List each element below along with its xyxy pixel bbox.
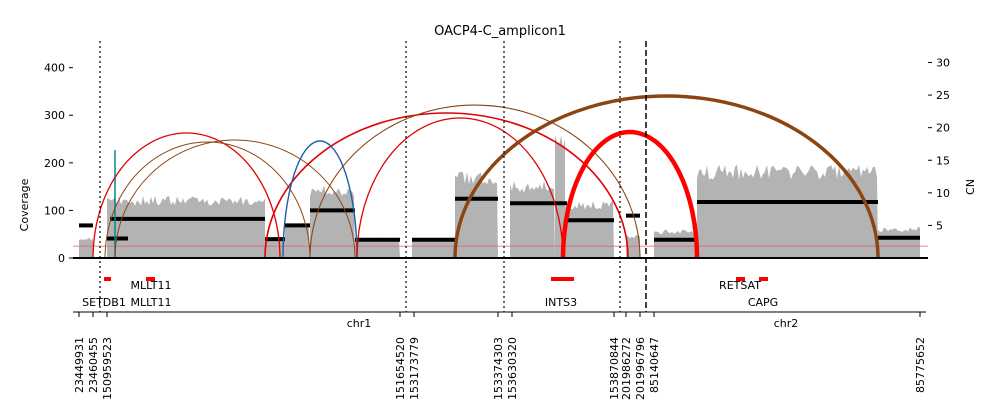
gene-bar xyxy=(736,277,745,281)
position-label: 150959523 xyxy=(101,337,114,400)
gene-label: SETDB1 xyxy=(82,296,126,309)
breakpoint-arcs xyxy=(92,94,880,259)
position-label: 23460455 xyxy=(87,337,100,393)
coverage-block xyxy=(107,196,265,258)
y-tick-label-left: 400 xyxy=(44,62,65,75)
gene-bar xyxy=(104,277,111,281)
coverage-block xyxy=(310,185,355,258)
coverage-block xyxy=(355,237,400,258)
breakpoint-arc xyxy=(104,141,311,259)
gene-bar xyxy=(759,277,768,281)
coverage-histogram xyxy=(79,135,920,258)
position-label: 153870844 xyxy=(608,337,621,400)
position-label: 153173779 xyxy=(408,337,421,400)
y-tick-label-left: 0 xyxy=(58,252,65,265)
chart-title: OACP4-C_amplicon1 xyxy=(434,24,566,39)
coverage-block xyxy=(555,135,565,258)
y-axis-label-left: Coverage xyxy=(18,178,31,231)
position-label: 85140647 xyxy=(648,337,661,393)
y-tick-label-right: 10 xyxy=(936,187,950,200)
breakpoint-arc xyxy=(356,117,564,259)
position-labels: chr1 chr2 23449931 23460455 150959523 1516545… xyxy=(73,311,927,400)
coverage-block xyxy=(565,201,614,258)
coverage-block xyxy=(878,226,920,258)
gene-label: CAPG xyxy=(748,296,778,309)
coverage-block xyxy=(285,223,310,258)
y-tick-label-right: 30 xyxy=(936,57,950,70)
position-label: 23449931 xyxy=(73,337,86,393)
y-tick-label-right: 15 xyxy=(936,154,950,167)
coverage-block xyxy=(654,229,697,258)
boundary-lines xyxy=(99,41,647,312)
breakpoint-arc xyxy=(264,112,629,259)
breakpoint-arc xyxy=(282,140,358,259)
position-label: 201996796 xyxy=(634,337,647,400)
breakpoint-arc xyxy=(560,129,700,259)
y-tick-label-right: 25 xyxy=(936,89,950,102)
y-tick-label-right: 20 xyxy=(936,122,950,135)
y-tick-label-left: 200 xyxy=(44,157,65,170)
y-tick-label-left: 300 xyxy=(44,109,65,122)
breakpoint-arc xyxy=(453,94,880,259)
coverage-block xyxy=(412,237,455,258)
gene-label: MLLT11 xyxy=(131,296,172,309)
breakpoint-arc xyxy=(114,139,356,259)
gene-bar xyxy=(551,277,574,281)
coverage-block xyxy=(510,181,555,258)
position-label: 201986272 xyxy=(620,337,633,400)
position-label: 153374303 xyxy=(492,337,505,400)
axes: 0 100 200 300 400 5 10 15 20 25 30 xyxy=(44,57,950,265)
coverage-block xyxy=(626,235,640,258)
coverage-block xyxy=(455,171,498,258)
position-label: 151654520 xyxy=(394,337,407,400)
position-label: 153630320 xyxy=(506,337,519,400)
position-label: 85775652 xyxy=(914,337,927,393)
coverage-block xyxy=(697,164,878,258)
breakpoint-arc xyxy=(92,132,281,259)
gene-label: RETSAT xyxy=(719,279,761,292)
gene-bar xyxy=(146,277,155,281)
chromosome-label: chr1 xyxy=(347,317,372,330)
chromosome-label: chr2 xyxy=(774,317,799,330)
copy-number-segments xyxy=(79,196,920,242)
gene-track: SETDB1 MLLT11 MLLT11 INTS3 RETSAT CAPG xyxy=(82,277,778,309)
gene-label: INTS3 xyxy=(545,296,577,309)
y-tick-label-right: 5 xyxy=(936,219,943,232)
gene-label: MLLT11 xyxy=(131,279,172,292)
y-axis-label-right: CN xyxy=(964,179,977,195)
breakpoint-arc xyxy=(309,104,641,259)
coverage-block xyxy=(79,237,93,258)
y-tick-label-left: 100 xyxy=(44,204,65,217)
